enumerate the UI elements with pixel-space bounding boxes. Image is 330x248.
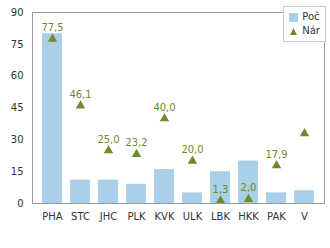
svg-text:0: 0	[17, 198, 23, 209]
html-text:Nár: Nár	[302, 25, 320, 36]
svg-text:20,0: 20,0	[181, 144, 203, 155]
svg-text:17,9: 17,9	[265, 149, 287, 160]
svg-text:PAK: PAK	[267, 211, 286, 222]
svg-text:HKK: HKK	[238, 211, 259, 222]
svg-text:60: 60	[11, 70, 24, 81]
svg-text:30: 30	[11, 134, 24, 145]
svg-text:LBK: LBK	[211, 211, 230, 222]
svg-text:77,5: 77,5	[41, 22, 63, 33]
svg-text:STC: STC	[71, 211, 90, 222]
svg-text:PLK: PLK	[127, 211, 146, 222]
svg-text:JHC: JHC	[99, 211, 117, 222]
svg-text:ULK: ULK	[183, 211, 203, 222]
svg-text:46,1: 46,1	[69, 89, 91, 100]
svg-text:V: V	[301, 211, 308, 222]
svg-text:1,3: 1,3	[213, 184, 229, 195]
svg-text:45: 45	[11, 102, 24, 113]
svg-text:90: 90	[11, 7, 24, 18]
svg-text:PHA: PHA	[42, 211, 63, 222]
svg-text:25,0: 25,0	[97, 134, 119, 145]
svg-text:40,0: 40,0	[153, 102, 175, 113]
svg-text:KVK: KVK	[155, 211, 175, 222]
svg-text:2,0: 2,0	[241, 182, 257, 193]
svg-text:75: 75	[11, 39, 24, 50]
html-text:Poč: Poč	[302, 11, 320, 22]
svg-text:23,2: 23,2	[125, 137, 147, 148]
svg-text:15: 15	[11, 166, 24, 177]
